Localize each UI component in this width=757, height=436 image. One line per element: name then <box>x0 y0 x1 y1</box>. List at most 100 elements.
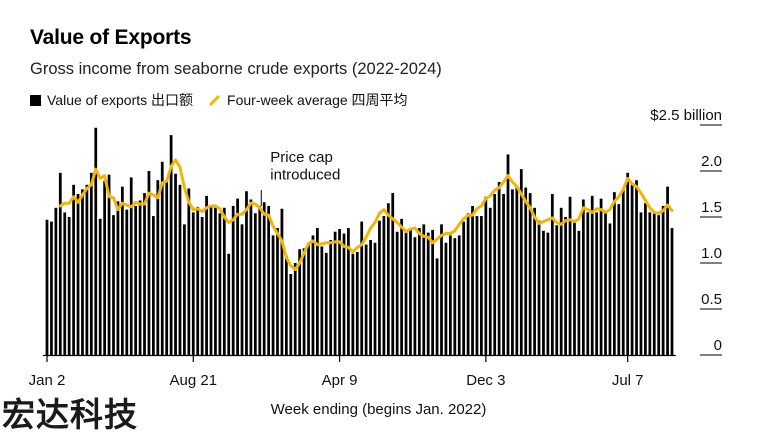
bar <box>431 229 435 355</box>
bar <box>267 205 271 355</box>
x-tick-label: Apr 9 <box>322 372 358 389</box>
bar <box>316 228 319 355</box>
bar <box>457 235 461 355</box>
bar-series <box>45 127 674 355</box>
bar <box>307 242 310 355</box>
bar <box>156 180 160 355</box>
y-tick-label: 2.0 <box>701 153 722 170</box>
bar <box>542 230 545 355</box>
bar <box>72 184 75 355</box>
bar <box>280 208 284 355</box>
x-tick-label: Jan 2 <box>29 372 66 389</box>
bar <box>480 216 483 355</box>
bar <box>125 209 129 355</box>
bar <box>599 198 603 355</box>
bar <box>94 127 98 355</box>
bar <box>590 195 594 355</box>
bar <box>378 220 381 355</box>
bar <box>586 212 590 355</box>
bar <box>533 207 536 355</box>
bar <box>196 206 200 355</box>
x-tick-label: Jul 7 <box>612 372 644 389</box>
chart-subtitle: Gross income from seaborne crude exports… <box>30 60 442 78</box>
bar <box>493 194 497 355</box>
bar <box>262 202 266 355</box>
bar <box>245 191 248 355</box>
x-axis-title: Week ending (begins Jan. 2022) <box>270 401 487 418</box>
bar <box>426 232 430 355</box>
bar <box>63 212 67 355</box>
bar <box>613 192 616 355</box>
bar <box>276 228 279 355</box>
bar <box>152 216 155 355</box>
bar <box>608 223 612 355</box>
y-tick-label: 1.5 <box>701 199 722 216</box>
bar <box>147 171 151 355</box>
bar <box>355 251 359 355</box>
bar <box>417 228 421 355</box>
bar <box>271 235 275 355</box>
bar <box>138 200 142 355</box>
bar <box>626 172 630 355</box>
bar <box>169 135 173 355</box>
bar <box>351 253 355 355</box>
bar <box>528 193 532 355</box>
bar <box>550 194 554 355</box>
bar <box>98 218 102 355</box>
bar <box>386 203 390 355</box>
bar <box>577 230 581 355</box>
bar <box>391 193 395 355</box>
bar <box>515 186 519 355</box>
bar <box>400 218 403 355</box>
bar <box>249 199 253 355</box>
legend-label-average: Four-week average 四周平均 <box>227 92 408 108</box>
bar <box>289 274 293 355</box>
bar <box>475 216 479 355</box>
legend-item-exports: Value of exports 出口额 <box>30 90 193 110</box>
bar <box>112 215 115 355</box>
bar <box>116 201 120 355</box>
bar <box>129 177 133 355</box>
bar <box>253 213 257 355</box>
bar <box>76 194 80 355</box>
bar <box>107 174 111 355</box>
bar <box>511 189 514 355</box>
bar <box>54 207 58 355</box>
legend-label-exports: Value of exports 出口额 <box>47 92 194 108</box>
bar <box>67 217 71 355</box>
bar <box>635 180 638 355</box>
bar <box>50 221 53 355</box>
legend-item-average: Four-week average 四周平均 <box>207 90 408 110</box>
bar <box>422 224 426 355</box>
bar <box>218 213 222 355</box>
bar <box>524 187 528 355</box>
bar <box>555 225 559 355</box>
bar <box>364 244 368 355</box>
bar <box>240 224 244 355</box>
bar <box>165 180 169 355</box>
bar <box>333 231 337 355</box>
bar <box>564 217 567 355</box>
bar <box>58 172 62 355</box>
bar <box>209 205 213 355</box>
bar <box>373 242 377 355</box>
bar <box>120 186 124 355</box>
bar <box>45 219 49 355</box>
y-tick-label: 1.0 <box>701 245 722 262</box>
bar <box>595 212 599 355</box>
bar <box>347 228 350 355</box>
bar <box>302 248 306 355</box>
bar <box>338 228 341 355</box>
bar <box>453 238 457 355</box>
bar <box>502 194 505 355</box>
bar <box>205 195 208 355</box>
bar <box>342 233 346 355</box>
bar <box>227 253 231 355</box>
bar <box>382 216 386 355</box>
bar <box>661 205 665 355</box>
average-line <box>58 158 674 271</box>
bar <box>404 231 408 355</box>
bar <box>183 224 186 355</box>
bar <box>320 246 324 355</box>
